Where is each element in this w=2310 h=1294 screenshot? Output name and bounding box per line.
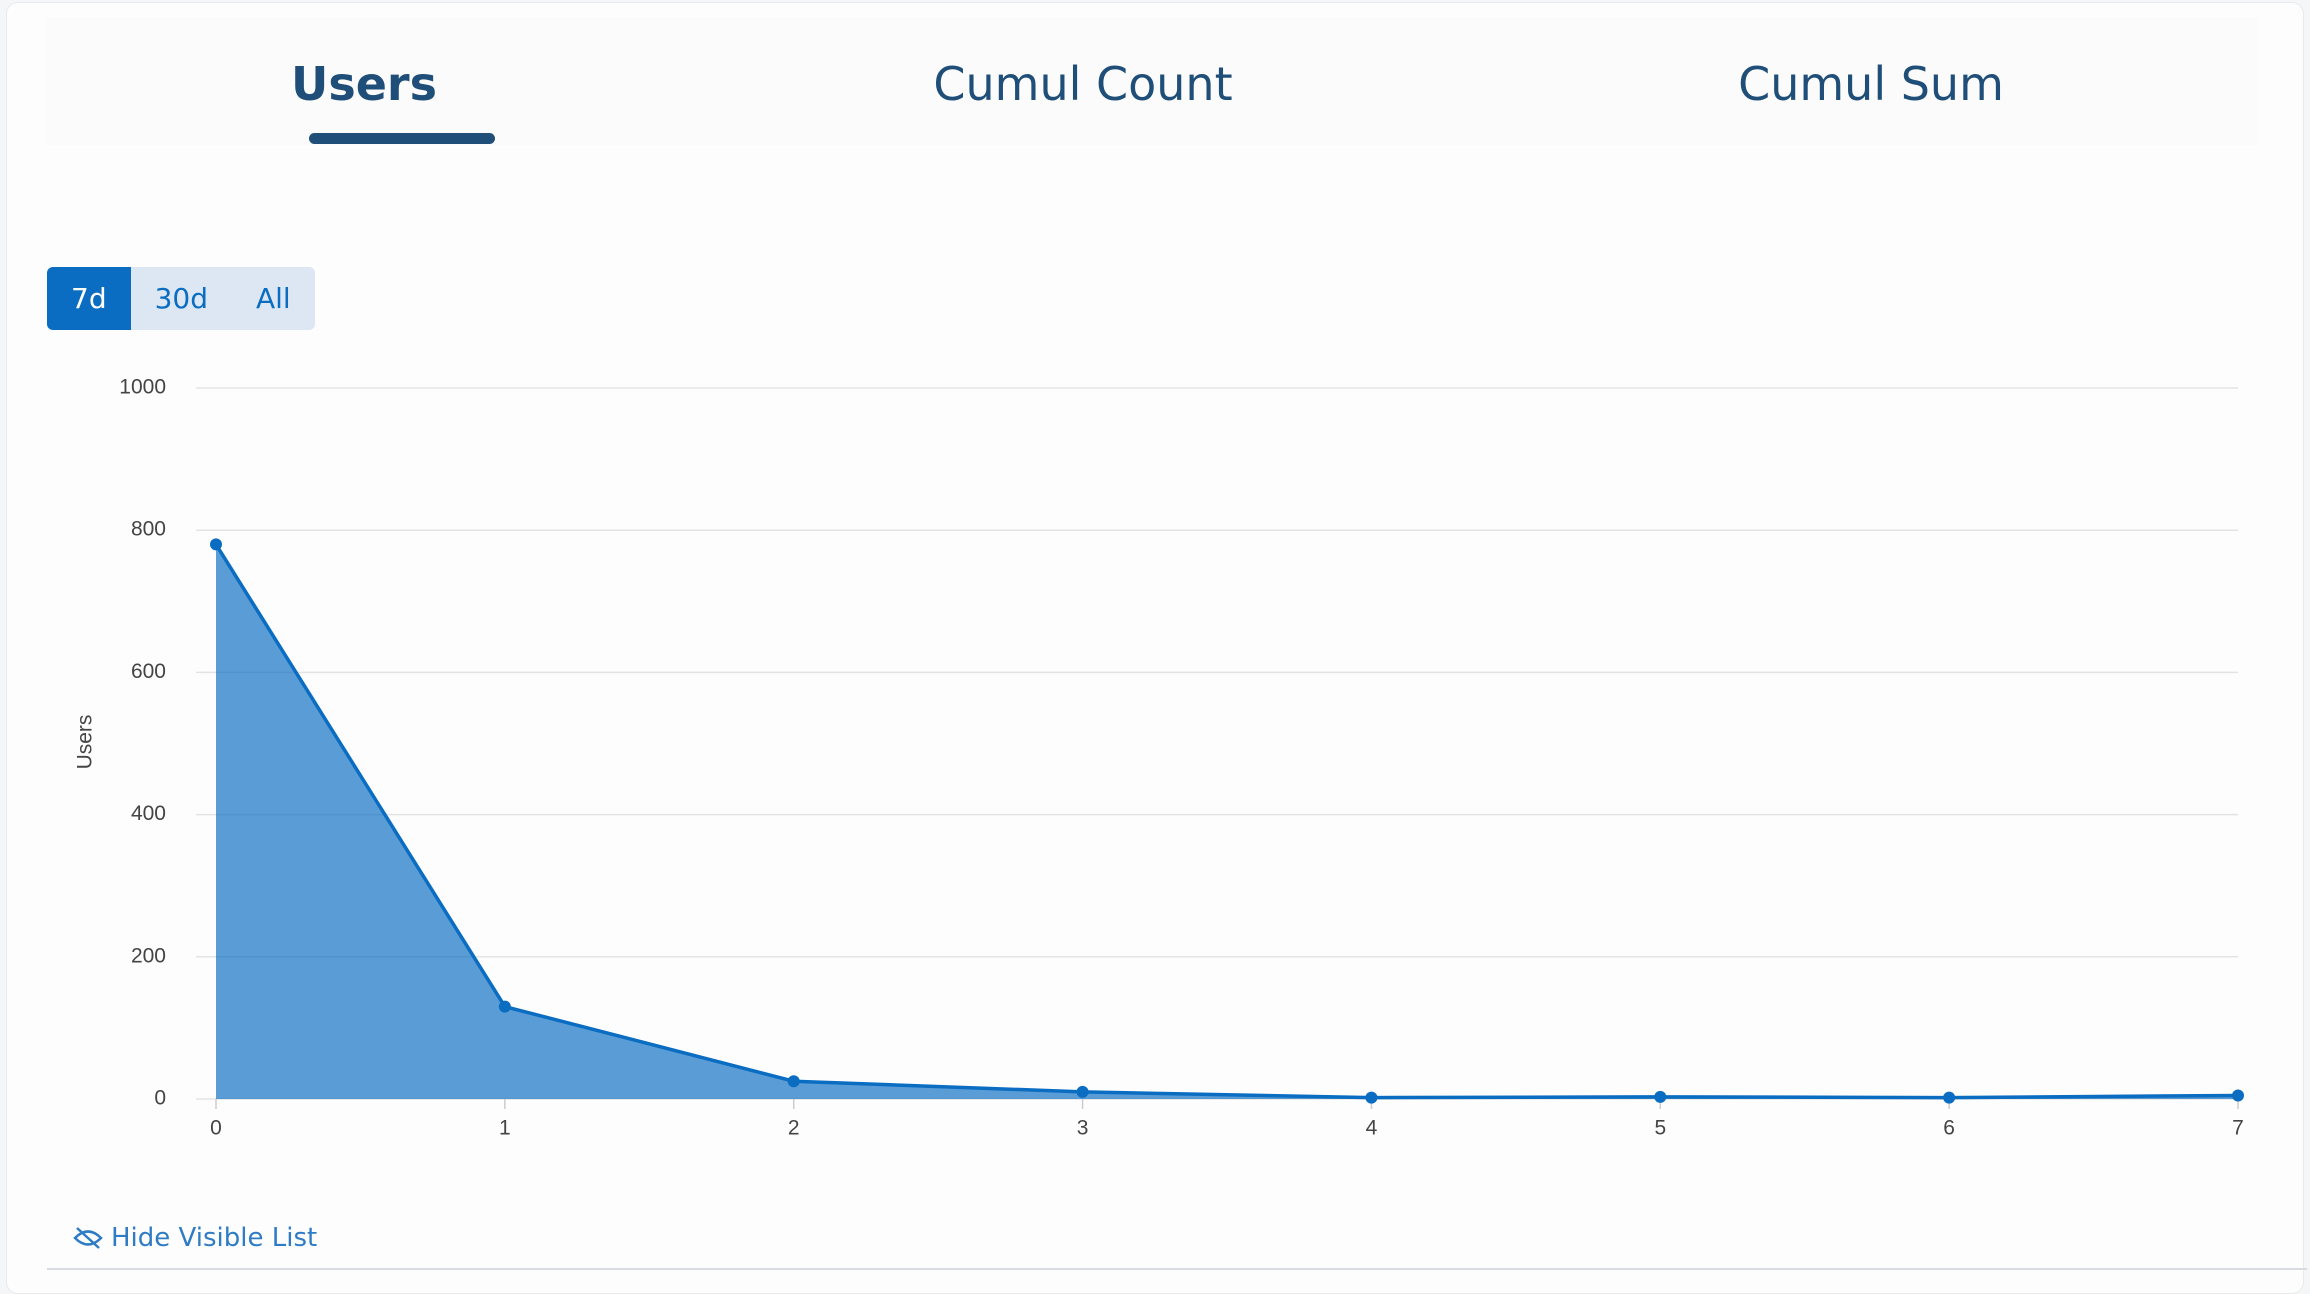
- x-tick-label: 0: [210, 1117, 222, 1140]
- range-button[interactable]: 7d: [47, 267, 131, 330]
- point: [210, 538, 222, 551]
- range-button[interactable]: All: [256, 282, 291, 315]
- point: [787, 1075, 800, 1088]
- y-tick-label: 400: [131, 802, 166, 825]
- tab-bar: Users Cumul Count Cumul Sum: [45, 17, 2258, 145]
- list-border: [47, 1268, 2307, 1270]
- range-button[interactable]: 30d: [154, 282, 208, 315]
- x-tick-label: 4: [1366, 1117, 1378, 1140]
- point: [2232, 1089, 2244, 1102]
- x-tick-label: 7: [2232, 1117, 2244, 1140]
- y-tick-label: 200: [131, 944, 166, 967]
- x-tick-label: 6: [1943, 1117, 1955, 1140]
- y-tick-label: 800: [131, 518, 166, 541]
- tab-underline: [309, 133, 495, 144]
- y-axis-label: Users: [74, 715, 97, 770]
- tab[interactable]: Users: [291, 57, 437, 111]
- chart: Users 0 200 400 600 800 1000 0 1 2 3 4 5 6 7: [74, 376, 2244, 1140]
- range-buttons: 7d 30d All: [47, 267, 315, 330]
- hide-list-link[interactable]: Hide Visible List: [73, 1223, 317, 1253]
- link-text: Hide Visible List: [111, 1223, 318, 1253]
- point: [1365, 1091, 1378, 1104]
- x-tick-label: 2: [788, 1117, 800, 1140]
- line: [214, 543, 2239, 1100]
- y-tick-label: 1000: [119, 376, 166, 399]
- tab[interactable]: Cumul Count: [933, 57, 1233, 111]
- eye-off-icon: [73, 1227, 103, 1249]
- x-tick-label: 5: [1654, 1117, 1666, 1140]
- area: [216, 544, 2238, 1099]
- y-tick-label: 0: [154, 1087, 166, 1110]
- point: [1943, 1091, 1956, 1104]
- x-tick-label: 3: [1077, 1117, 1089, 1140]
- point: [498, 1000, 511, 1013]
- x-tick-label: 1: [499, 1117, 511, 1140]
- y-tick-label: 600: [131, 660, 166, 683]
- point: [1076, 1085, 1089, 1098]
- tab[interactable]: Cumul Sum: [1738, 57, 2004, 111]
- point: [1654, 1090, 1667, 1103]
